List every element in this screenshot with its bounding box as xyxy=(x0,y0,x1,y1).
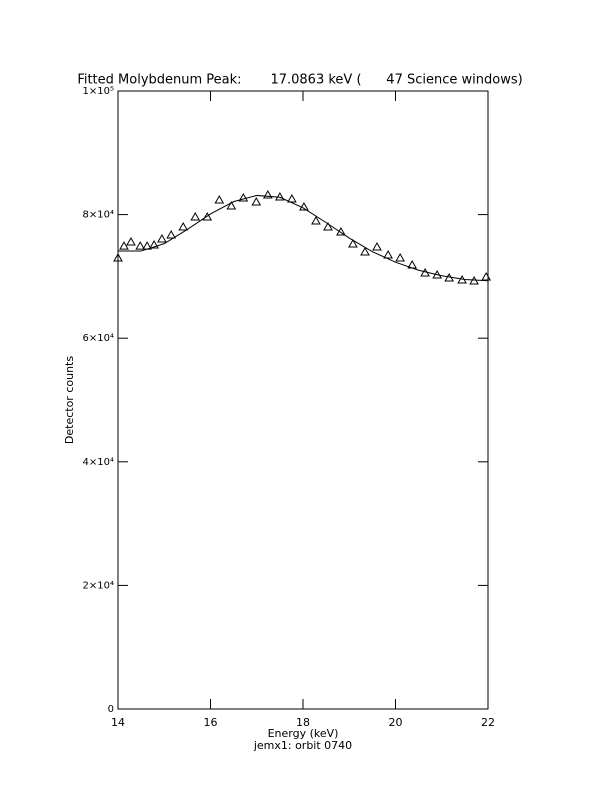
data-point xyxy=(113,252,123,262)
data-point xyxy=(311,216,321,225)
x-tick-label: 18 xyxy=(296,716,310,729)
data-point xyxy=(238,192,249,202)
data-point xyxy=(287,194,297,203)
data-point xyxy=(178,221,189,231)
plot-frame xyxy=(117,90,489,710)
x-axis-label: Energy (keV) xyxy=(268,727,339,740)
data-point xyxy=(126,236,136,246)
data-point xyxy=(360,246,370,256)
y-tick-label: 1×10⁵ xyxy=(83,86,114,97)
y-tick-label: 0 xyxy=(108,704,114,715)
fit-line xyxy=(118,194,489,282)
y-tick-label: 4×10⁴ xyxy=(83,457,114,468)
data-point xyxy=(299,201,309,211)
data-point xyxy=(190,212,201,221)
y-tick-label: 6×10⁴ xyxy=(83,333,114,344)
data-point xyxy=(481,272,492,281)
data-point xyxy=(395,252,405,262)
x-tick-label: 20 xyxy=(389,716,403,729)
data-point xyxy=(226,201,237,210)
data-point xyxy=(166,229,177,239)
data-point xyxy=(383,250,393,259)
x-tick-label: 14 xyxy=(111,716,125,729)
data-point xyxy=(214,195,225,204)
x-tick-label: 22 xyxy=(481,716,495,729)
data-point xyxy=(275,191,285,201)
y-axis-label: Detector counts xyxy=(63,356,76,444)
data-point xyxy=(149,239,159,249)
data-point xyxy=(135,241,146,250)
data-point xyxy=(119,241,129,250)
data-point xyxy=(348,239,358,248)
data-point xyxy=(323,221,333,231)
data-point xyxy=(262,190,273,199)
y-tick-label: 8×10⁴ xyxy=(83,210,114,221)
chart-title: Fitted Molybdenum Peak: 17.0863 keV ( 47… xyxy=(77,73,522,88)
subtitle: jemx1: orbit 0740 xyxy=(253,739,352,752)
data-point xyxy=(157,234,167,243)
data-point xyxy=(202,212,213,221)
y-tick-label: 2×10⁴ xyxy=(83,580,114,591)
data-point xyxy=(251,196,262,206)
data-point xyxy=(372,241,382,251)
x-tick-label: 16 xyxy=(204,716,218,729)
